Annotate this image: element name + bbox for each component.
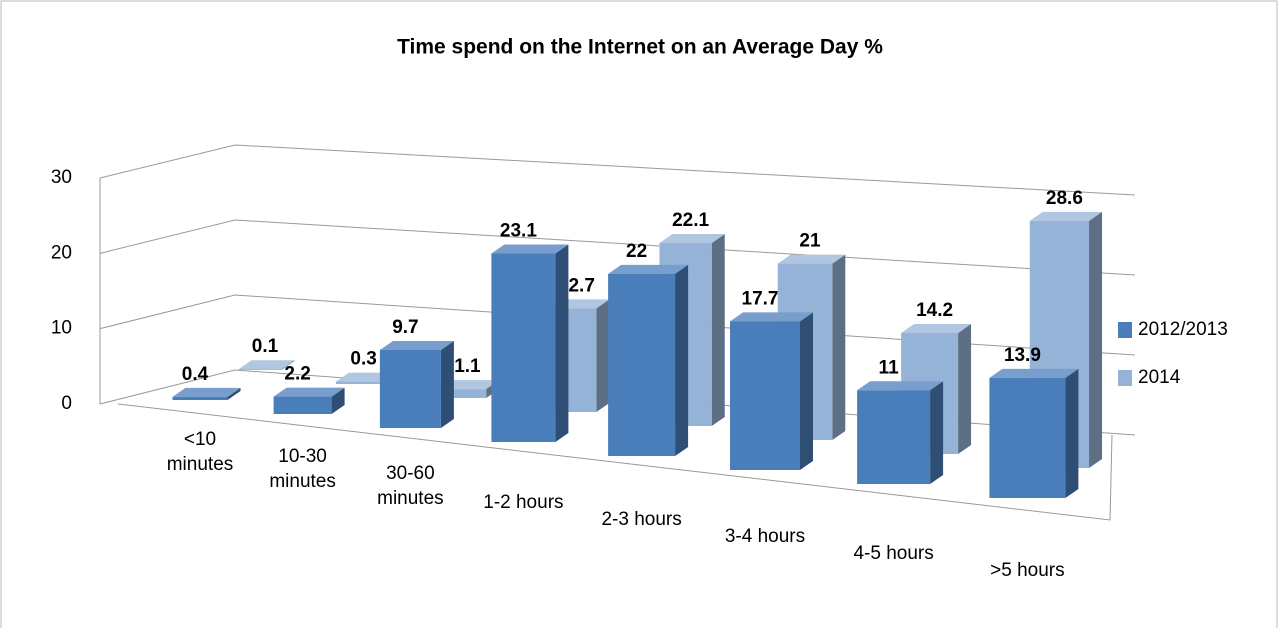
- x-tick-label: 30-60 minutes: [377, 463, 444, 509]
- x-tick-label: 2-3 hours: [601, 509, 681, 530]
- bar-top: [335, 372, 395, 382]
- bar: [730, 312, 813, 470]
- bar-front: [379, 350, 441, 428]
- value-label: 0.4: [182, 364, 209, 385]
- value-label: 0.3: [350, 349, 376, 370]
- bar-top: [238, 360, 295, 370]
- bar-side: [675, 264, 689, 456]
- x-tick-label-line: minutes: [269, 471, 336, 492]
- x-tick-label: 1-2 hours: [483, 492, 563, 513]
- y-tick-label: 0: [61, 393, 72, 414]
- bar-front: [335, 381, 382, 384]
- bar: [172, 387, 241, 400]
- bar-side: [281, 360, 295, 370]
- bar-side: [832, 254, 846, 440]
- bar-front: [238, 369, 282, 370]
- bar-top: [273, 387, 345, 397]
- y-tick-label: 20: [51, 242, 72, 263]
- x-tick-label: 10-30 minutes: [269, 446, 336, 492]
- bar: [989, 368, 1079, 498]
- bar-side: [227, 387, 241, 400]
- value-label: 22: [626, 241, 647, 262]
- x-tick-label-line: minutes: [167, 454, 234, 475]
- bar-front: [438, 389, 487, 398]
- value-label: 14.2: [916, 300, 953, 321]
- bar-top: [172, 387, 241, 397]
- value-label: 13.9: [1004, 345, 1041, 366]
- x-tick-label-line: 30-60: [386, 463, 435, 484]
- legend-label: 2014: [1138, 367, 1181, 388]
- value-label: 21: [799, 231, 821, 252]
- y-tick-label: 30: [51, 167, 72, 188]
- bar-top: [491, 244, 569, 254]
- bar: [608, 264, 689, 456]
- bar-side: [1089, 211, 1103, 468]
- y-tick-label: 10: [51, 318, 72, 339]
- bar-side: [1065, 368, 1079, 498]
- bar-front: [989, 377, 1066, 498]
- value-label: 0.1: [252, 336, 279, 357]
- value-label: 28.6: [1046, 188, 1083, 209]
- bar-front: [172, 396, 228, 400]
- bar-top: [608, 264, 689, 274]
- value-label: 11: [879, 357, 900, 378]
- bar: [857, 381, 944, 484]
- value-label: 2.2: [284, 364, 310, 385]
- bar-front: [608, 273, 676, 456]
- value-label: 9.7: [392, 317, 418, 338]
- bar-top: [989, 368, 1079, 378]
- bar: [491, 244, 569, 442]
- bar-side: [711, 234, 725, 426]
- bar-side: [555, 244, 569, 442]
- bar-side: [958, 324, 972, 454]
- bar-top: [379, 341, 454, 351]
- bar-front: [730, 321, 800, 470]
- bar-side: [440, 341, 454, 428]
- bar-side: [800, 312, 813, 470]
- bar-front: [857, 390, 931, 484]
- bar-top: [901, 324, 972, 334]
- value-label: 22.1: [672, 210, 709, 231]
- bar-top: [659, 234, 725, 244]
- bar-front: [491, 253, 556, 442]
- value-label: 1.1: [454, 356, 481, 377]
- x-tick-label-line: 10-30: [278, 446, 327, 467]
- bar-side: [930, 381, 944, 484]
- x-tick-label: 3-4 hours: [725, 526, 805, 547]
- x-tick-label: 4-5 hours: [853, 543, 933, 564]
- bar-top: [1029, 211, 1103, 221]
- legend-label: 2012/2013: [1138, 319, 1228, 340]
- bar-top: [730, 312, 813, 322]
- bar-front: [273, 396, 332, 414]
- x-tick-label: <10 minutes: [167, 429, 234, 475]
- bar: [238, 360, 295, 370]
- legend-swatch: [1118, 370, 1132, 386]
- x-tick-label-line: <10: [184, 429, 216, 450]
- value-label: 17.7: [742, 288, 779, 309]
- bar-side: [331, 387, 345, 414]
- grid-line: [99, 144, 1136, 196]
- bar-top: [777, 254, 846, 264]
- bar: [379, 341, 454, 428]
- floor: [117, 403, 1113, 521]
- x-tick-label-line: minutes: [377, 488, 444, 509]
- bar-top: [857, 381, 944, 391]
- bar-side: [596, 299, 610, 412]
- chart-title: Time spend on the Internet on an Average…: [397, 36, 883, 59]
- x-tick-label: >5 hours: [990, 560, 1064, 581]
- value-label: 23.1: [500, 221, 537, 242]
- legend-swatch: [1118, 322, 1132, 338]
- bar: [273, 387, 345, 414]
